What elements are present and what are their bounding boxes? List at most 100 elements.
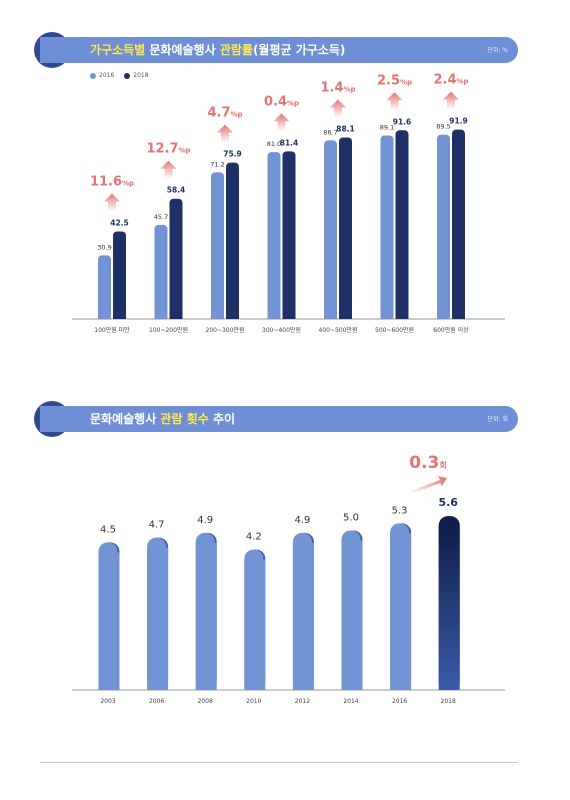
title-text: 문화예술행사	[90, 412, 161, 426]
title-text: 문화예술행사	[145, 43, 220, 57]
increase-arrow-icon	[443, 91, 459, 110]
chart1-legend: 2016 2018	[90, 72, 149, 79]
bar-body	[195, 542, 217, 690]
x-tick-label: 2018	[441, 698, 456, 705]
data-label-2018: 75.9	[223, 150, 242, 159]
x-tick-label: 2012	[295, 698, 310, 705]
bar-body	[98, 552, 120, 690]
increase-annotation: 0.4%p	[264, 94, 299, 109]
bar-group: 4.7 2006	[147, 520, 169, 705]
data-label-2018: 91.6	[393, 117, 412, 126]
x-tick-label: 100만원 미만	[94, 326, 130, 334]
increase-arrow	[443, 91, 459, 110]
bar-group: 45.7 58.4 100~200만원	[149, 186, 188, 334]
increase-arrow	[217, 124, 233, 143]
x-tick-label: 100~200만원	[149, 326, 188, 334]
increase-arrow-icon	[160, 160, 177, 179]
data-label-2016: 45.7	[154, 213, 168, 221]
data-label: 4.5	[100, 524, 116, 535]
increase-arrow	[330, 99, 346, 118]
bar-group: 89.191.6 500~600만원	[375, 117, 414, 334]
x-tick-label: 2010	[246, 698, 261, 705]
title-highlight-2: 관람률	[219, 43, 253, 57]
bar-2016-body	[98, 261, 111, 319]
increase-arrow-icon	[273, 113, 290, 132]
bar-group: 5.6 2018	[438, 496, 460, 705]
bar-body	[292, 542, 314, 690]
data-label: 5.3	[392, 505, 408, 516]
data-label-2016: 30.9	[97, 243, 111, 251]
bar-2016-body	[267, 158, 281, 319]
data-label-2018: 91.9	[449, 117, 468, 126]
legend-swatch-2018	[124, 72, 131, 79]
title-text-2: (월평균 가구소득)	[252, 43, 346, 57]
bar-2016-body	[154, 230, 168, 319]
section-05-title: 가구소득별 문화예술행사 관람률(월평균 가구소득)	[90, 41, 345, 58]
increase-arrow	[273, 113, 290, 132]
legend-swatch-2016	[90, 72, 96, 79]
increase-arrow	[160, 160, 177, 179]
bar-group: 4.9 2012	[292, 515, 314, 705]
increase-arrow-icon	[330, 99, 346, 118]
bar-group: 81.081.4 300~400만원	[262, 138, 301, 334]
increase-arrow	[386, 92, 403, 111]
bar-2016-body	[211, 178, 224, 319]
increase-annotation: 0.3회	[409, 453, 447, 473]
bar-group: 5.0 2014	[341, 512, 363, 705]
data-label: 4.7	[149, 520, 165, 531]
bar-2016-body	[437, 140, 450, 319]
bar-2018-body	[282, 157, 296, 319]
x-tick-label: 500~600만원	[375, 326, 414, 334]
section-06-header: 문화예술행사 관람 횟수 추이 단위: 회	[40, 406, 518, 432]
trend-arrow-icon	[410, 476, 447, 494]
data-label-2018: 81.4	[280, 138, 299, 147]
bar-2018-body	[452, 135, 465, 319]
increase-arrow-icon	[104, 193, 120, 212]
increase-arrow	[104, 193, 120, 212]
section-05-header: 가구소득별 문화예술행사 관람률(월평균 가구소득) 단위: %	[40, 37, 518, 63]
bar-body	[147, 547, 169, 690]
x-tick-label: 2016	[392, 698, 407, 705]
legend-item-2016: 2016	[90, 72, 114, 79]
x-tick-label: 2006	[149, 698, 164, 705]
bar-2018-body	[226, 168, 239, 319]
bar-2018-body	[339, 143, 352, 319]
bar-2018-body	[395, 136, 409, 319]
data-label: 5.0	[343, 512, 359, 523]
increase-annotation: 1.4%p	[320, 81, 355, 96]
bar-2018-body	[113, 237, 126, 319]
section-05-unit: 단위: %	[487, 47, 508, 54]
data-label-2016: 89.5	[436, 123, 450, 131]
data-label: 4.9	[197, 515, 213, 526]
title-highlight: 관람 횟수	[160, 412, 209, 426]
increase-arrow-icon	[386, 92, 403, 111]
increase-annotation: 12.7%p	[146, 142, 190, 157]
x-tick-label: 400~500만원	[319, 326, 358, 334]
data-label: 4.9	[294, 515, 310, 526]
bar-body	[438, 526, 460, 690]
bar-group: 5.3 2016	[390, 505, 412, 705]
title-highlight: 가구소득별	[90, 43, 146, 57]
legend-label: 2018	[133, 72, 149, 79]
legend-item-2018: 2018	[124, 72, 149, 79]
section-06-title: 문화예술행사 관람 횟수 추이	[90, 410, 235, 427]
bar-2016-body	[380, 141, 394, 319]
data-label-2016: 86.7	[323, 128, 337, 136]
bar-group: 71.275.9 200~300만원	[206, 150, 245, 334]
data-label-2018: 42.5	[110, 218, 129, 227]
x-tick-label: 2008	[198, 698, 213, 705]
bar-body	[244, 559, 266, 690]
data-label-2016: 71.2	[210, 160, 224, 168]
title-text-2: 추이	[208, 412, 236, 426]
increase-annotation: 2.4%p	[433, 73, 468, 88]
bar-group: 89.591.9 600만원 이상	[433, 117, 469, 334]
bar-body	[341, 540, 363, 690]
legend-label: 2016	[99, 72, 115, 79]
bar-group: 86.788.1 400~500만원	[319, 125, 358, 334]
x-tick-label: 600만원 이상	[433, 326, 469, 334]
footer-rule	[40, 762, 518, 763]
data-label-2018: 88.1	[336, 125, 355, 134]
bar-body	[390, 533, 412, 690]
data-label-2018: 58.4	[167, 186, 186, 195]
section-06-unit: 단위: 회	[487, 416, 509, 423]
